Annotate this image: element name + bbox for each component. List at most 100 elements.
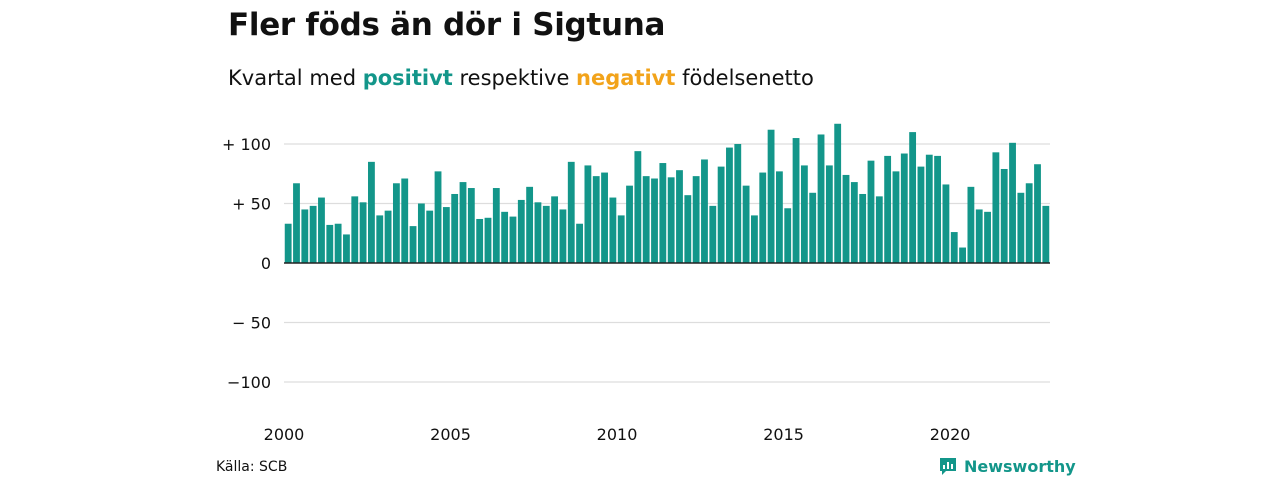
bar: [701, 159, 708, 263]
subtitle-suffix: födelsenetto: [675, 66, 814, 90]
bar: [617, 215, 625, 263]
bar: [800, 165, 808, 263]
bar: [892, 171, 900, 263]
bar: [850, 182, 858, 263]
bar: [984, 211, 991, 263]
bar: [900, 153, 908, 263]
bar: [417, 203, 425, 263]
bar: [867, 160, 875, 263]
bar: [759, 172, 767, 263]
bar: [751, 215, 758, 263]
bar: [309, 205, 317, 263]
bar: [551, 196, 559, 263]
bar: [742, 185, 750, 263]
bar: [609, 197, 617, 263]
bar: [584, 165, 592, 263]
bar: [368, 161, 375, 263]
bar: [476, 218, 484, 263]
bar: [484, 217, 492, 263]
bar: [384, 210, 392, 263]
bar: [351, 196, 359, 263]
bar: [293, 183, 300, 263]
bar: [343, 234, 350, 263]
brand-name: Newsworthy: [964, 456, 1076, 476]
x-tick-label: 2010: [597, 425, 638, 444]
chart-subtitle: Kvartal med positivt respektive negativt…: [228, 66, 814, 90]
bar: [576, 223, 583, 263]
bar: [784, 208, 792, 263]
subtitle-middle: respektive: [452, 66, 577, 90]
bar: [734, 144, 742, 263]
source-note: Källa: SCB: [216, 459, 288, 475]
bar: [642, 176, 650, 263]
bar: [834, 123, 842, 264]
bar: [967, 186, 975, 263]
newsworthy-logo-icon: [940, 458, 956, 475]
bar: [925, 154, 933, 263]
bar: [909, 132, 917, 263]
bar: [301, 209, 309, 263]
newsworthy-logo[interactable]: Newsworthy: [938, 456, 1076, 476]
bar: [376, 215, 384, 263]
bar: [559, 209, 567, 263]
bar: [501, 211, 509, 263]
bars: [284, 123, 1050, 264]
bar: [451, 193, 459, 263]
bar: [809, 192, 817, 263]
bar: [284, 223, 292, 263]
bar: [334, 223, 342, 263]
subtitle-prefix: Kvartal med: [228, 66, 363, 90]
bar: [434, 171, 442, 263]
y-tick-label: −100: [227, 373, 271, 392]
bar: [467, 188, 475, 263]
chart-title: Fler föds än dör i Sigtuna: [228, 7, 666, 43]
x-tick-label: 2015: [763, 425, 804, 444]
bar: [992, 152, 1000, 263]
bar: [426, 210, 434, 263]
bar: [676, 170, 683, 263]
bar: [950, 232, 958, 263]
bar: [601, 172, 608, 263]
gridlines: [284, 143, 1050, 383]
bar: [1034, 164, 1041, 263]
bar: [1000, 168, 1008, 263]
bar: [684, 195, 692, 263]
bar: [825, 165, 833, 263]
bar: [517, 199, 525, 263]
bar: [592, 176, 600, 263]
bar: [959, 247, 966, 263]
bar: [392, 183, 400, 263]
bar: [318, 197, 325, 263]
y-axis-tick-labels: + 100 + 50 0 − 50 −100: [222, 135, 271, 392]
x-axis-tick-labels: 2000 2005 2010 2015 2020: [264, 425, 971, 444]
y-tick-label: 0: [261, 254, 271, 273]
bar: [326, 224, 334, 263]
bar: [767, 129, 775, 263]
bar: [534, 202, 542, 263]
bar: [526, 186, 534, 263]
bar: [792, 138, 800, 263]
bar: [459, 182, 467, 263]
y-tick-label: + 100: [222, 135, 271, 154]
y-tick-label: − 50: [232, 314, 271, 333]
bar: [542, 205, 550, 263]
bar: [975, 209, 983, 263]
subtitle-positive: positivt: [362, 66, 453, 90]
bar: [942, 184, 950, 263]
bar: [492, 188, 500, 263]
bar: [726, 147, 733, 263]
bar: [359, 202, 367, 263]
bar: [692, 176, 700, 263]
x-tick-label: 2000: [264, 425, 305, 444]
bar: [859, 193, 867, 263]
bar: [634, 151, 642, 263]
bar: [659, 163, 667, 263]
bar: [509, 216, 517, 263]
bar: [567, 161, 575, 263]
bar: [442, 207, 450, 263]
x-tick-label: 2020: [930, 425, 971, 444]
bar: [409, 226, 417, 263]
bar: [626, 185, 633, 263]
bar: [934, 155, 942, 263]
bar: [842, 174, 850, 263]
